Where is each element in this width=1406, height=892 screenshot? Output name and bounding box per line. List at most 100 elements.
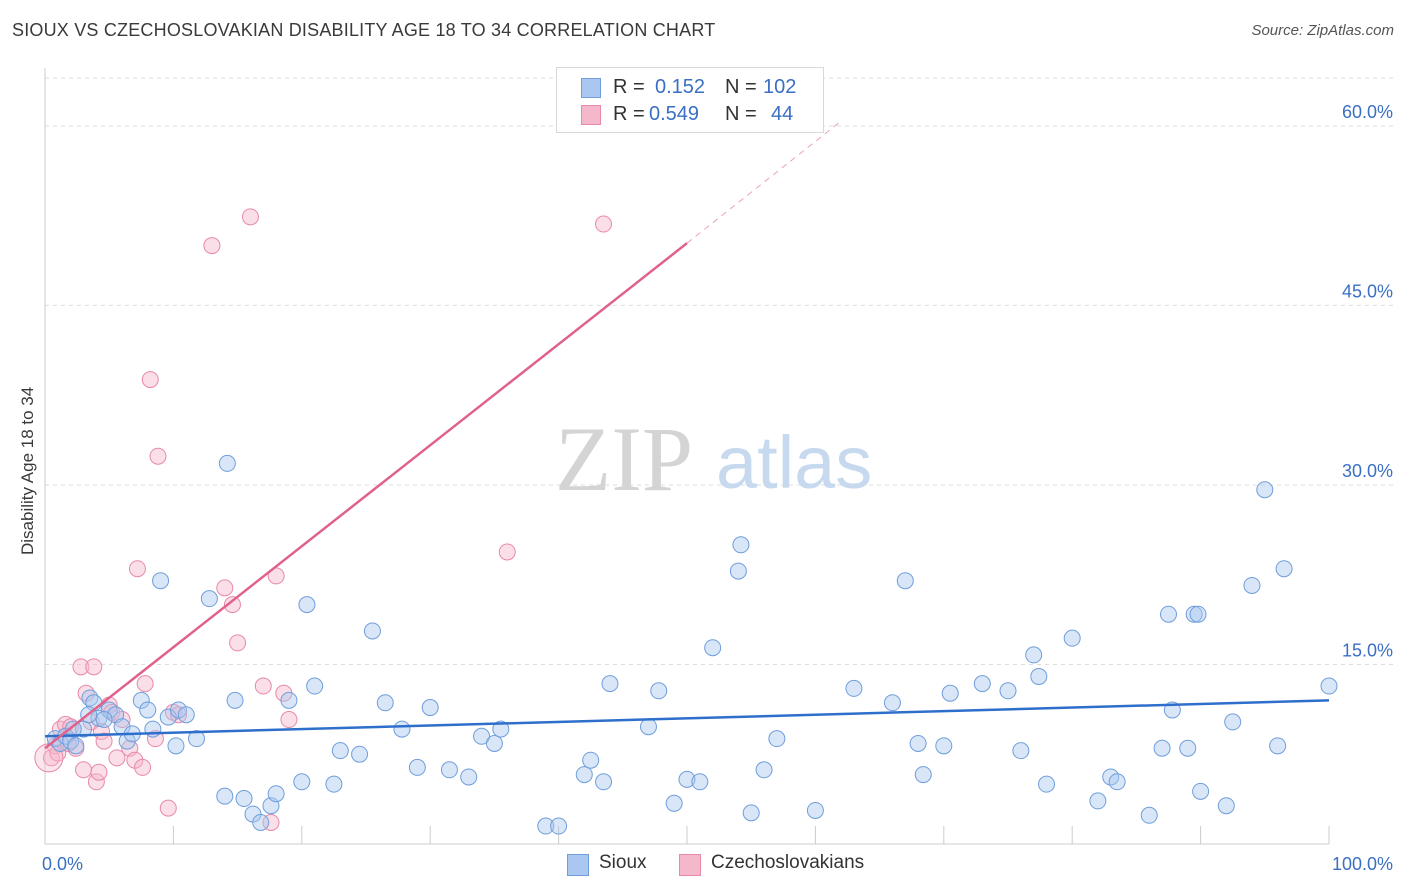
y-tick-label: 45.0%	[1342, 281, 1393, 301]
sioux-point	[665, 794, 683, 812]
czech-point	[149, 447, 167, 465]
sioux-point	[650, 682, 668, 700]
sioux-point	[1063, 629, 1081, 647]
czech-point	[136, 675, 154, 693]
sioux-point	[325, 775, 343, 793]
sioux-point	[393, 720, 411, 738]
czech-point	[128, 560, 146, 578]
x-tick-label: 0.0%	[42, 854, 83, 874]
czech-point	[85, 658, 103, 676]
sioux-point	[363, 622, 381, 640]
sioux-point	[188, 730, 206, 748]
sioux-point	[1243, 576, 1261, 594]
sioux-point	[729, 562, 747, 580]
sioux-point	[1179, 739, 1197, 757]
legend-n-label: N =	[725, 76, 757, 98]
sioux-point	[941, 684, 959, 702]
sioux-point	[280, 691, 298, 709]
czech-trend-line	[44, 242, 688, 750]
sioux-point	[1256, 481, 1274, 499]
czech-point	[498, 543, 516, 561]
czech-trend-extension	[686, 120, 842, 244]
czech-point	[90, 763, 108, 781]
czech-point	[595, 215, 613, 233]
sioux-point	[351, 745, 369, 763]
sioux-point	[139, 701, 157, 719]
sioux-point	[64, 720, 82, 738]
legend-n-value-sioux: 102	[763, 76, 797, 98]
sioux-point	[1089, 792, 1107, 810]
legend-swatch-czech	[581, 105, 601, 125]
legend-n-label: N =	[725, 103, 757, 125]
sioux-point	[132, 691, 150, 709]
sioux-point	[639, 718, 657, 736]
sioux-point	[935, 737, 953, 755]
sioux-point	[973, 675, 991, 693]
sioux-point	[331, 742, 349, 760]
sioux-point	[216, 787, 234, 805]
sioux-point	[376, 694, 394, 712]
sioux-point	[845, 679, 863, 697]
sioux-point	[1160, 605, 1177, 623]
sioux-point	[883, 694, 901, 712]
sioux-point	[177, 706, 195, 724]
grid-layer	[45, 77, 1395, 665]
sioux-point	[1140, 806, 1158, 824]
czech-point	[72, 658, 90, 676]
sioux-point	[460, 768, 478, 786]
legend-n-value-czech: 44	[771, 103, 794, 125]
sioux-point	[492, 720, 510, 738]
sioux-point	[1269, 737, 1287, 755]
source-label: Source: ZipAtlas.com	[1251, 22, 1394, 39]
czech-point	[203, 237, 221, 255]
sioux-point	[298, 596, 316, 614]
watermark-zip: ZIP	[555, 408, 693, 510]
y-tick-label: 15.0%	[1342, 640, 1393, 660]
sioux-point	[914, 766, 932, 784]
bottom-legend-label-czech: Czechoslovakians	[711, 852, 865, 873]
legend-swatch-sioux	[581, 78, 601, 98]
sioux-point	[421, 699, 439, 717]
sioux-point	[226, 691, 244, 709]
sioux-point	[1192, 782, 1210, 800]
sioux-point	[550, 817, 568, 835]
legend-r-value-sioux: 0.152	[655, 76, 706, 98]
sioux-point	[473, 727, 491, 745]
sioux-point	[806, 801, 824, 819]
sioux-point	[200, 590, 218, 608]
czech-point	[75, 761, 93, 779]
sioux-point	[1038, 775, 1056, 793]
sioux-point	[601, 675, 619, 693]
sioux-point	[218, 454, 236, 472]
sioux-point	[1189, 605, 1207, 623]
sioux-point	[1217, 797, 1235, 815]
sioux-trend-line	[44, 699, 1330, 738]
legend-r-label: R =	[613, 76, 645, 98]
sioux-point	[691, 773, 709, 791]
czech-point	[280, 711, 298, 729]
y-tick-label: 30.0%	[1342, 461, 1393, 481]
czech-point	[223, 596, 241, 614]
czech-point	[134, 758, 152, 776]
sioux-point	[67, 737, 85, 755]
sioux-point	[595, 773, 613, 791]
sioux-point	[896, 572, 914, 590]
sioux-point	[1224, 713, 1242, 731]
sioux-point	[152, 572, 170, 590]
czech-point	[216, 579, 234, 597]
bottom-legend-label-sioux: Sioux	[599, 852, 647, 873]
czech-point	[141, 371, 159, 389]
sioux-point	[1320, 677, 1338, 695]
sioux-point	[167, 737, 185, 755]
x-tick-label: 100.0%	[1332, 854, 1393, 874]
bottom-legend-swatch-sioux	[567, 854, 589, 876]
watermark: ZIP atlas	[555, 408, 872, 510]
sioux-point	[537, 817, 555, 835]
sioux-point	[1025, 646, 1043, 664]
sioux-point	[755, 761, 773, 779]
sioux-point	[1012, 742, 1030, 760]
czech-point	[108, 749, 126, 767]
legend: R = 0.152 N = 102 R = 0.549 N = 44	[556, 67, 824, 133]
czech-point	[95, 732, 113, 750]
